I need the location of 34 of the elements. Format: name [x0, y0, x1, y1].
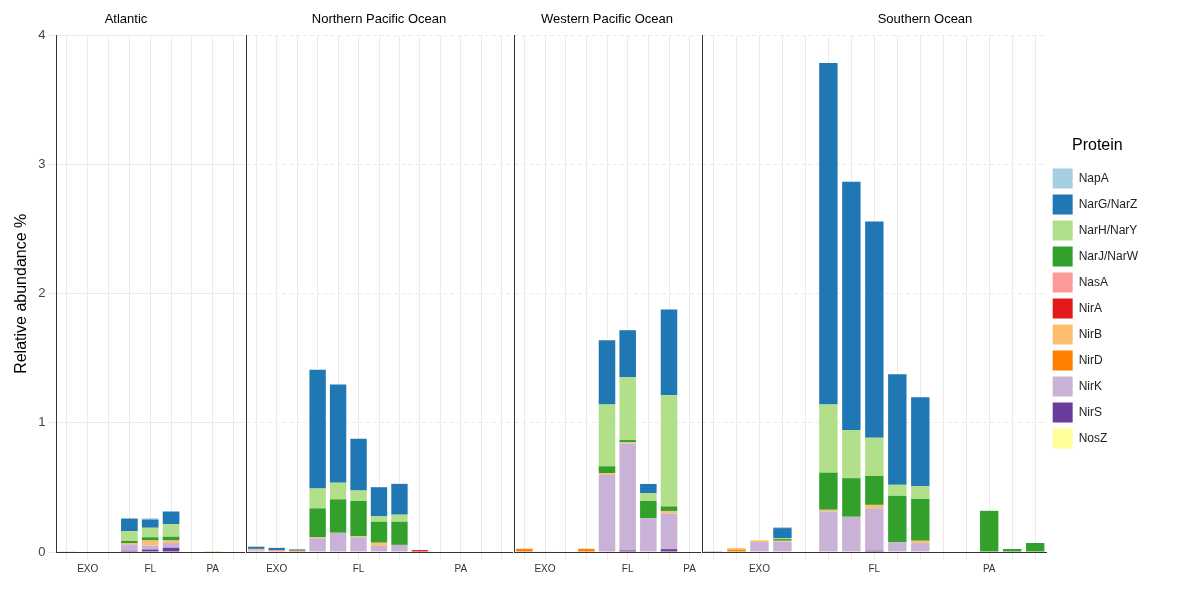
- y-tick-label: 4: [38, 27, 46, 43]
- legend-label: NirD: [1078, 352, 1103, 367]
- x-tick-label: FL: [621, 562, 634, 574]
- x-tick-label: EXO: [77, 562, 99, 574]
- y-axis-title: Relative abundance %: [12, 213, 30, 374]
- x-tick-label: FL: [868, 562, 881, 574]
- legend-label: NosZ: [1078, 430, 1108, 445]
- legend-label: NirS: [1078, 404, 1103, 419]
- chart-title: Northern Pacific Ocean: [311, 11, 447, 27]
- y-tick-label: 1: [38, 414, 46, 430]
- legend-label: NarH/NarY: [1078, 222, 1138, 237]
- chart-title: Southern Ocean: [877, 11, 973, 27]
- legend-label: NarJ/NarW: [1078, 248, 1139, 263]
- x-tick-label: EXO: [266, 562, 288, 574]
- chart-title: Atlantic: [104, 11, 148, 27]
- legend-label: NapA: [1078, 170, 1109, 185]
- y-tick-label: 3: [38, 156, 46, 172]
- x-tick-label: PA: [206, 562, 220, 574]
- x-tick-label: EXO: [748, 562, 771, 574]
- x-tick-label: PA: [454, 562, 468, 574]
- y-tick-label: 0: [38, 543, 46, 559]
- x-tick-label: PA: [683, 562, 697, 574]
- legend-label: NirB: [1078, 326, 1103, 341]
- legend-label: NarG/NarZ: [1078, 196, 1138, 211]
- legend-label: NasA: [1078, 274, 1109, 289]
- chart-title: Western Pacific Ocean: [541, 11, 673, 27]
- y-tick-label: 2: [38, 285, 46, 301]
- x-tick-label: FL: [144, 562, 157, 574]
- legend-title: Protein: [1071, 135, 1123, 153]
- legend-label: NirK: [1078, 378, 1103, 393]
- x-tick-label: EXO: [534, 562, 556, 574]
- x-tick-label: PA: [982, 562, 996, 574]
- x-tick-label: FL: [352, 562, 365, 574]
- legend-label: NirA: [1078, 300, 1103, 315]
